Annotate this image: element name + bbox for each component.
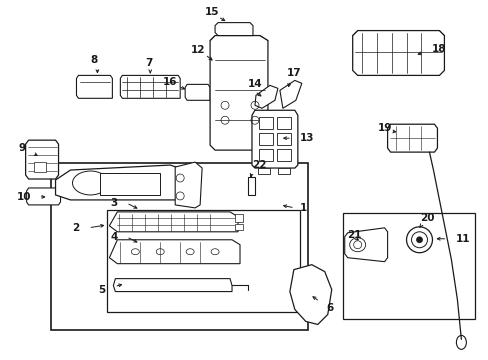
Ellipse shape <box>416 237 422 243</box>
Text: 6: 6 <box>326 302 333 312</box>
Text: 9: 9 <box>19 143 26 153</box>
Text: 19: 19 <box>377 123 391 133</box>
Text: 3: 3 <box>110 198 118 208</box>
Bar <box>276 133 290 145</box>
Bar <box>276 149 290 161</box>
Polygon shape <box>215 23 252 36</box>
Text: 15: 15 <box>204 6 219 17</box>
Text: 8: 8 <box>90 55 98 66</box>
Polygon shape <box>175 162 202 208</box>
Text: 16: 16 <box>163 77 177 87</box>
Bar <box>34 162 45 172</box>
Polygon shape <box>210 36 267 150</box>
Polygon shape <box>26 188 61 205</box>
Polygon shape <box>56 165 190 200</box>
Polygon shape <box>289 265 331 324</box>
Bar <box>258 168 269 174</box>
Polygon shape <box>344 228 387 262</box>
Text: 5: 5 <box>98 284 105 294</box>
Bar <box>50 163 307 330</box>
Text: 20: 20 <box>420 213 434 223</box>
Text: 12: 12 <box>191 45 205 54</box>
Polygon shape <box>113 279 232 292</box>
Text: 22: 22 <box>251 160 266 170</box>
Polygon shape <box>76 75 112 98</box>
Polygon shape <box>120 75 180 98</box>
Bar <box>259 149 272 161</box>
Text: 7: 7 <box>145 58 152 68</box>
Bar <box>120 280 224 289</box>
Text: 14: 14 <box>247 79 262 89</box>
Text: 1: 1 <box>299 203 306 213</box>
Bar <box>342 213 474 319</box>
Bar <box>235 224 243 230</box>
Text: 10: 10 <box>17 192 31 202</box>
Bar <box>276 117 290 129</box>
Polygon shape <box>109 240 240 264</box>
Text: 18: 18 <box>430 44 445 54</box>
Bar <box>107 210 299 312</box>
Bar <box>247 177 254 195</box>
Bar <box>277 168 289 174</box>
Polygon shape <box>279 80 301 108</box>
Text: 17: 17 <box>286 68 301 78</box>
Bar <box>259 133 272 145</box>
Polygon shape <box>185 84 210 100</box>
Polygon shape <box>352 31 444 75</box>
Polygon shape <box>25 140 59 179</box>
Bar <box>100 173 160 195</box>
Bar <box>235 214 243 222</box>
Polygon shape <box>109 212 238 232</box>
Text: 2: 2 <box>72 223 80 233</box>
Text: 11: 11 <box>454 234 469 244</box>
Polygon shape <box>387 124 437 152</box>
Text: 21: 21 <box>346 230 361 240</box>
Text: 4: 4 <box>110 232 118 242</box>
Text: 13: 13 <box>299 133 314 143</box>
Polygon shape <box>251 110 297 168</box>
Polygon shape <box>254 85 277 108</box>
Bar <box>259 117 272 129</box>
